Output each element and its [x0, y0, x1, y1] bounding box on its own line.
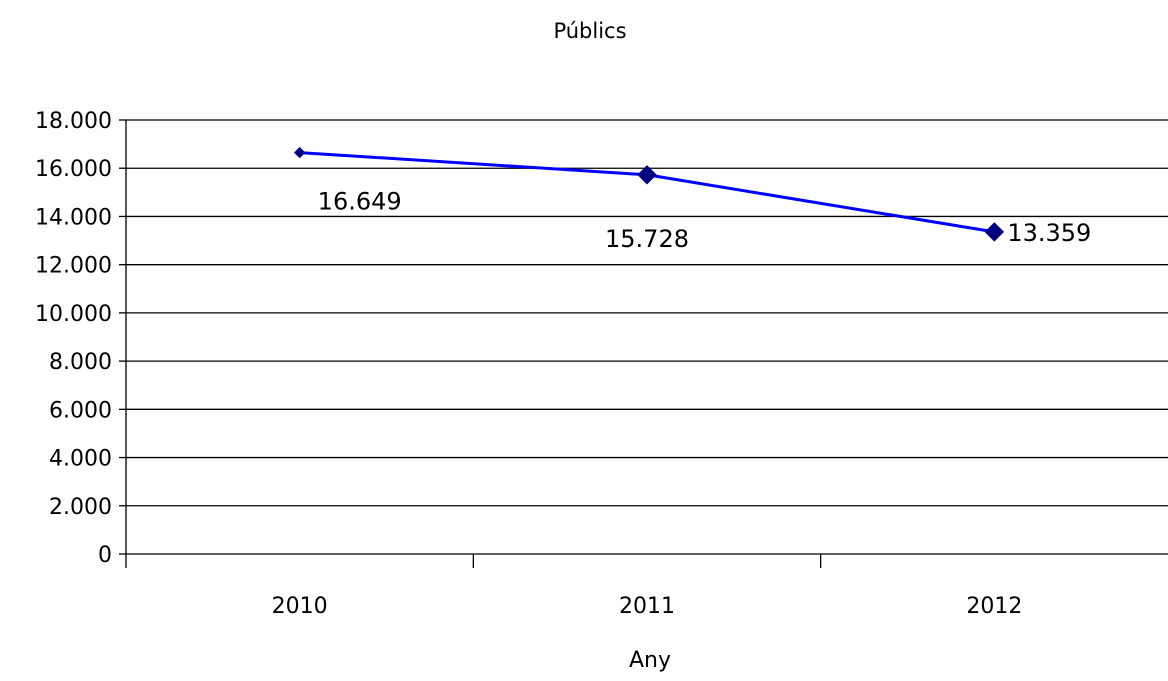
y-tick-label: 10.000 [35, 302, 112, 327]
y-tick-label: 4.000 [49, 447, 112, 472]
y-tick-label: 8.000 [49, 350, 112, 375]
chart-title: Públics [553, 19, 626, 43]
data-label: 13.359 [1007, 219, 1091, 247]
series [293, 146, 1005, 242]
x-tick-label: 2010 [272, 594, 328, 619]
data-labels: 16.649 15.728 13.359 [318, 188, 1092, 253]
y-tick-label: 0 [98, 543, 112, 568]
data-point-marker [293, 146, 306, 159]
y-tick-label: 14.000 [35, 205, 112, 230]
data-point-marker [637, 165, 657, 185]
gridlines [126, 119, 1168, 507]
series-line [299, 151, 995, 234]
x-axis-title: Any [629, 648, 671, 673]
x-tick-label: 2012 [966, 594, 1022, 619]
y-axis-tick-labels: 0 2.000 4.000 6.000 8.000 10.000 12.000 14.000 1… [35, 109, 112, 568]
y-tick-label: 6.000 [49, 398, 112, 423]
y-tick-label: 16.000 [35, 157, 112, 182]
x-tick-label: 2011 [619, 594, 675, 619]
data-label: 16.649 [318, 188, 402, 216]
y-tick-label: 18.000 [35, 109, 112, 134]
y-tick-label: 12.000 [35, 254, 112, 279]
x-axis-tick-labels: 2010 2011 2012 [272, 594, 1023, 619]
data-point-marker [984, 222, 1005, 242]
data-label: 15.728 [605, 225, 689, 253]
y-tick-label: 2.000 [49, 495, 112, 520]
axes [119, 119, 1168, 568]
